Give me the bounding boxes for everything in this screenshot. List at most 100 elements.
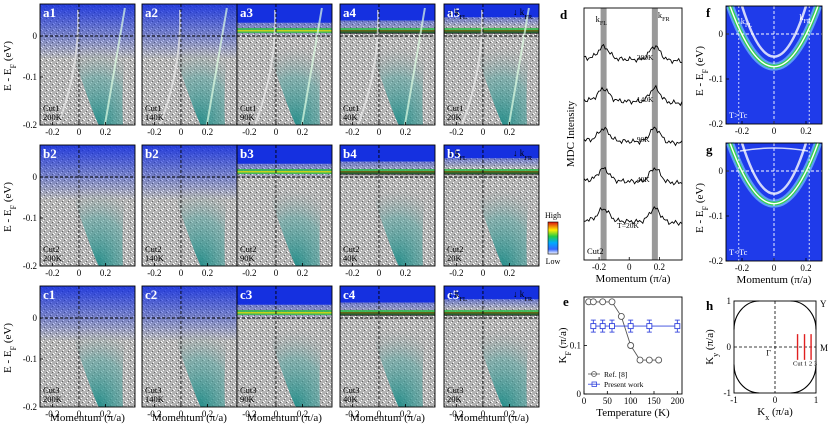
x-axis-label: Kx (π/a) xyxy=(757,406,793,422)
temp-label: 20K xyxy=(447,253,463,263)
cut-numbers: Cut 1 2 3 xyxy=(793,360,817,367)
cut-label: Cut1 xyxy=(240,103,257,113)
x-tick-label: 0 xyxy=(377,268,382,278)
panel-label: g xyxy=(706,142,713,157)
legend-present: Present work xyxy=(604,380,644,389)
panel-d-mdc: d 200K 140K 90K 40K T=20K kFL kFR Cut2 -0.2 0 0.2Mo… xyxy=(560,7,683,285)
x-tick-label: 0.2 xyxy=(100,127,111,137)
x-tick-label: -0.2 xyxy=(345,127,359,137)
x-tick-label: 50 xyxy=(603,396,613,406)
mdc-temp-label: 40K xyxy=(637,175,651,184)
series-ref-point xyxy=(655,356,663,364)
colorbar-low-label: Low xyxy=(546,257,561,266)
m-point-label: M xyxy=(820,343,828,353)
panel-f-simulation: f kFL kFR T>Tc 0 -0.1 -0.2 -0.2 0 0.2 E - EF (eV) xyxy=(694,4,823,136)
y-tick-label: 0 xyxy=(33,31,38,41)
x-tick-label: 0 xyxy=(274,409,279,419)
cut-label: Cut2 xyxy=(587,246,604,256)
x-tick-label: 0 xyxy=(274,127,279,137)
x-tick-label: 0.2 xyxy=(100,409,111,419)
y-tick-label: 0 xyxy=(719,166,724,176)
temp-label: 20K xyxy=(447,394,463,404)
x-tick-label: 0 xyxy=(77,127,82,137)
y-tick-label: -0.1 xyxy=(23,213,37,223)
x-tick-label: -0.2 xyxy=(242,268,256,278)
y-tick-label: 0 xyxy=(719,29,724,39)
x-tick-label: 0 xyxy=(772,126,777,136)
panel-label: a3 xyxy=(240,5,254,20)
fermi-surface-arc xyxy=(733,364,760,394)
x-tick-label: 0.2 xyxy=(800,126,811,136)
series-present-point xyxy=(627,323,634,330)
y-axis-label: E - EF (eV) xyxy=(694,46,710,96)
arpes-y-axis-label: E - EF (eV) xyxy=(2,182,18,232)
x-tick-label: 200 xyxy=(671,396,685,406)
x-tick-label: 0 xyxy=(77,268,82,278)
kfr-label: kFR xyxy=(658,10,671,23)
panel-label: b2 xyxy=(43,146,57,161)
temp-label: 140K xyxy=(145,394,165,404)
x-tick-label: 150 xyxy=(647,396,661,406)
arpes-x-axis-label: Momentum (π/a) xyxy=(50,412,125,424)
x-axis-label: Temperature (K) xyxy=(596,407,670,419)
mdc-curve xyxy=(583,126,683,147)
series-ref-point xyxy=(608,298,616,306)
panel-label: a5 xyxy=(447,5,461,20)
arpes-x-axis-label: Momentum (π/a) xyxy=(247,412,322,424)
fermi-surface-arc xyxy=(790,364,817,394)
x-tick-label: 0 xyxy=(179,409,184,419)
x-tick-label: 0.2 xyxy=(400,268,411,278)
x-tick-label: 0.2 xyxy=(400,127,411,137)
panel-label: c3 xyxy=(240,287,253,302)
temp-label: 200K xyxy=(43,394,63,404)
x-tick-label: -1 xyxy=(730,395,738,405)
kfl-label: kFL xyxy=(596,14,608,27)
y-tick-label: -0.1 xyxy=(23,72,37,82)
temp-condition-label: T>Tc xyxy=(729,110,748,120)
x-tick-label: -0.2 xyxy=(242,127,256,137)
y-tick-label: 0 xyxy=(33,313,38,323)
panel-label: c5 xyxy=(447,287,460,302)
x-tick-label: -0.2 xyxy=(592,262,606,272)
kfr-label: ↓ kFR xyxy=(513,289,533,303)
panel-g-simulation: g T<Tc 0 -0.1 -0.2 -0.2 0 0.2 E - EF (eV) Momentu… xyxy=(694,141,823,286)
x-tick-label: 0 xyxy=(377,127,382,137)
cut-label: Cut2 xyxy=(240,244,257,254)
x-tick-label: -0.2 xyxy=(345,268,359,278)
x-tick-label: -0.2 xyxy=(449,409,463,419)
x-tick-label: 0 xyxy=(377,409,382,419)
x-tick-label: 0 xyxy=(77,409,82,419)
mdc-curve xyxy=(583,43,683,65)
panel-label: e xyxy=(563,294,569,309)
cut-label: Cut3 xyxy=(43,385,60,395)
temp-label: 40K xyxy=(343,112,359,122)
x-axis-label: Momentum (π/a) xyxy=(596,273,671,285)
y-axis-label: MDC Intensity xyxy=(565,100,577,167)
x-tick-label: -0.2 xyxy=(45,268,59,278)
y-tick-label: 0 xyxy=(577,389,582,399)
fermi-surface-arc xyxy=(733,300,760,330)
series-present-point xyxy=(609,323,615,330)
temp-label: 200K xyxy=(43,253,63,263)
x-tick-label: 0 xyxy=(274,268,279,278)
arpes-x-axis-label: Momentum (π/a) xyxy=(454,412,529,424)
x-tick-label: -0.2 xyxy=(735,126,749,136)
x-tick-label: -0.2 xyxy=(735,263,749,273)
series-present-point xyxy=(646,323,653,330)
x-tick-label: 0 xyxy=(481,127,486,137)
x-tick-label: -0.2 xyxy=(147,127,161,137)
cut-label: Cut1 xyxy=(343,103,360,113)
x-tick-label: -0.2 xyxy=(45,409,59,419)
x-tick-label: 0 xyxy=(582,396,587,406)
series-ref-point xyxy=(636,356,644,364)
x-axis-label: Momentum (π/a) xyxy=(737,274,812,286)
